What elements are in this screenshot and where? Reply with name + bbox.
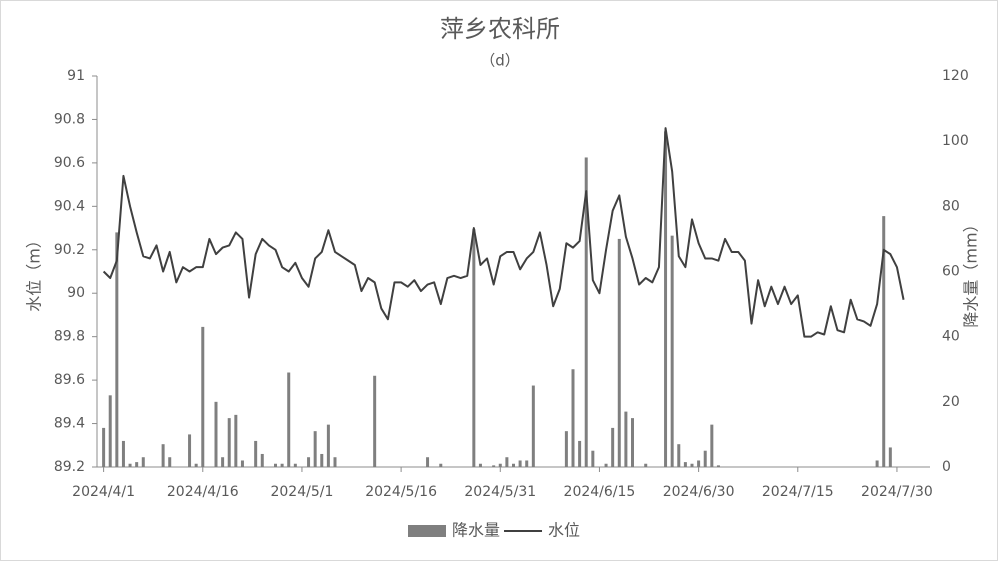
bar (505, 457, 509, 467)
bar (201, 326, 205, 467)
x-tick-label: 2024/4/1 (72, 484, 135, 500)
bar (121, 440, 125, 467)
bar (492, 465, 496, 467)
bar (260, 453, 264, 467)
bar (373, 375, 377, 467)
bar (604, 463, 608, 467)
x-tick-label: 2024/6/15 (564, 484, 636, 500)
bar (584, 157, 588, 468)
y-tick-label: 90.8 (54, 111, 85, 127)
bar (102, 427, 106, 467)
bar (478, 463, 482, 467)
bar (128, 463, 132, 467)
bar (280, 463, 284, 467)
bar (716, 465, 720, 467)
chart-subtitle: （d） (480, 52, 520, 70)
bar (293, 463, 297, 467)
bar (307, 457, 311, 467)
y-axis-label: 水位（m） (25, 232, 44, 312)
y-tick-label: 89.8 (54, 329, 85, 345)
bar (498, 463, 502, 467)
legend-swatch (408, 525, 446, 537)
bar (274, 463, 277, 467)
bar (326, 424, 330, 467)
bar (710, 424, 714, 467)
bar (683, 462, 687, 467)
x-tick-label: 2024/7/15 (762, 484, 834, 500)
x-tick-label: 2024/4/16 (167, 484, 239, 500)
bar (135, 462, 139, 467)
bar (313, 431, 317, 467)
bar (690, 463, 694, 467)
bar (320, 453, 324, 467)
y2-tick-label: 80 (942, 198, 960, 214)
x-tick-label: 2024/6/30 (663, 484, 735, 500)
legend-label: 降水量 (452, 521, 500, 540)
bar (472, 229, 476, 467)
x-tick-label: 2024/5/1 (270, 484, 333, 500)
bar (882, 216, 886, 467)
bar (611, 427, 615, 467)
bar (644, 463, 648, 467)
chart-title: 萍乡农科所 (440, 15, 560, 43)
bar (161, 444, 165, 467)
bar (875, 460, 879, 467)
bar (439, 463, 443, 467)
bar (194, 463, 198, 467)
y-tick-label: 90.6 (54, 155, 85, 171)
bar (703, 450, 707, 467)
bar (531, 385, 535, 467)
y-tick-label: 89.6 (54, 372, 85, 388)
bar (617, 238, 621, 467)
bar (631, 418, 634, 467)
bar (525, 460, 529, 467)
y2-tick-label: 0 (942, 459, 951, 475)
bar (333, 457, 337, 467)
bar (512, 463, 515, 467)
bar (670, 235, 674, 467)
bar (240, 460, 244, 467)
x-tick-label: 2024/5/16 (365, 484, 437, 500)
bar (624, 411, 628, 467)
bar (287, 372, 291, 467)
legend-label: 水位 (548, 521, 580, 540)
y-tick-label: 90.4 (54, 198, 85, 214)
bar (221, 457, 225, 467)
y2-tick-label: 40 (942, 329, 960, 345)
x-tick-label: 2024/5/31 (464, 484, 536, 500)
x-tick-label: 2024/7/30 (861, 484, 933, 500)
bar (571, 369, 575, 467)
bar (664, 131, 668, 467)
line (102, 127, 905, 338)
bar (677, 444, 681, 467)
y2-tick-label: 120 (942, 68, 969, 84)
y2-tick-label: 20 (942, 394, 960, 410)
bar (591, 450, 595, 467)
bar (426, 457, 430, 467)
bar (564, 431, 568, 467)
bar (234, 414, 238, 467)
bar (888, 447, 892, 467)
bar (697, 460, 701, 467)
bar (578, 440, 582, 467)
y-tick-label: 89.4 (54, 416, 85, 432)
bar (254, 440, 258, 467)
y-tick-label: 89.2 (54, 459, 85, 475)
bar (141, 457, 145, 467)
y2-tick-label: 100 (942, 133, 969, 149)
y-tick-label: 90 (67, 285, 85, 301)
bar (214, 401, 218, 467)
y-tick-label: 90.2 (54, 242, 85, 258)
bar (108, 395, 112, 467)
y2-tick-label: 60 (942, 264, 960, 280)
bar (227, 418, 231, 467)
bar (115, 232, 119, 467)
bar (188, 434, 192, 467)
bar (168, 457, 172, 467)
y2-axis-label: 降水量（mm） (962, 216, 981, 327)
y-tick-label: 91 (67, 68, 85, 84)
bar (518, 460, 522, 467)
